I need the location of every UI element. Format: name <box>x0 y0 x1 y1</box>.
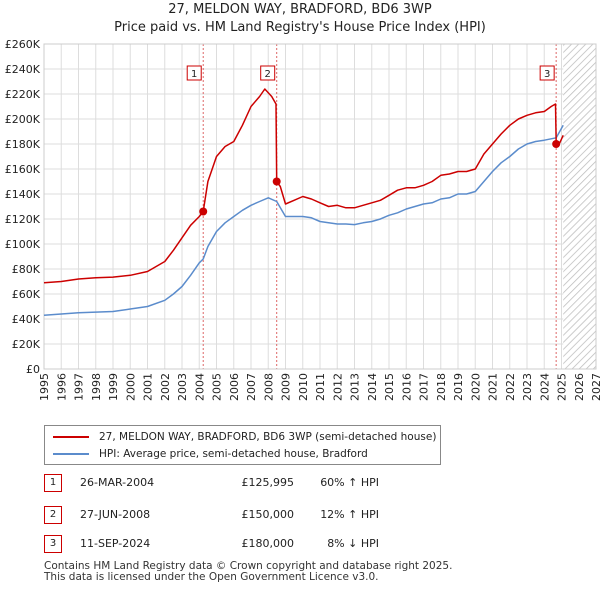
x-tick-label: 1998 <box>90 373 103 401</box>
hpi-series-line <box>43 124 564 317</box>
x-tick-label: 2018 <box>435 373 448 401</box>
y-tick-label: £20K <box>12 338 41 351</box>
sale-point <box>199 207 208 216</box>
x-tick-label: 2024 <box>538 373 551 401</box>
x-tick-label: 2017 <box>418 373 431 401</box>
sale-point <box>552 140 561 148</box>
legend: 27, MELDON WAY, BRADFORD, BD6 3WP (semi-… <box>44 425 441 465</box>
footer: Contains HM Land Registry data © Crown c… <box>44 561 452 583</box>
sale-date: 11-SEP-2024 <box>80 537 151 550</box>
x-tick-label: 2022 <box>504 373 517 401</box>
x-tick-label: 1996 <box>55 373 68 401</box>
x-tick-label: 2026 <box>573 373 586 401</box>
x-tick-label: 2012 <box>331 373 344 401</box>
sale-price: £180,000 <box>241 537 295 550</box>
y-tick-label: £60K <box>12 288 41 301</box>
x-tick-label: 2019 <box>452 373 465 401</box>
x-tick-label: 2016 <box>400 373 413 401</box>
legend-swatch-hpi <box>53 453 89 455</box>
y-tick-label: £120K <box>5 213 41 226</box>
x-tick-label: 2005 <box>211 373 224 401</box>
sale-price: £150,000 <box>241 508 295 521</box>
plot-frame <box>43 43 597 370</box>
legend-item-hpi: HPI: Average price, semi-detached house,… <box>53 446 368 462</box>
x-tick-label: 2011 <box>314 373 327 401</box>
footer-copyright: Contains HM Land Registry data © Crown c… <box>44 560 453 572</box>
y-tick-label: £40K <box>12 313 41 326</box>
sale-date: 26-MAR-2004 <box>80 476 155 489</box>
sale-number-badge: 1 <box>44 474 62 492</box>
x-tick-label: 2013 <box>349 373 362 401</box>
sale-hpi-change: 60% ↑ HPI <box>320 476 379 489</box>
x-tick-label: 2004 <box>193 373 206 401</box>
sale-label-box <box>539 65 555 81</box>
chart-subtitle: Price paid vs. HM Land Registry's House … <box>114 20 486 35</box>
y-tick-label: £80K <box>12 263 41 276</box>
y-tick-label: £140K <box>5 188 41 201</box>
sale-point <box>272 177 281 186</box>
chart-title: 27, MELDON WAY, BRADFORD, BD6 3WP <box>168 2 432 17</box>
forecast-hatch-area <box>563 44 596 369</box>
y-tick-label: £160K <box>5 163 41 176</box>
x-tick-label: 2009 <box>280 373 293 401</box>
legend-swatch-property <box>53 436 89 438</box>
sale-number-badge: 3 <box>44 535 62 553</box>
legend-item-property: 27, MELDON WAY, BRADFORD, BD6 3WP (semi-… <box>53 429 436 445</box>
y-tick-label: £240K <box>5 63 41 76</box>
y-tick-label: £180K <box>5 138 41 151</box>
x-tick-label: 2014 <box>366 373 379 401</box>
sale-hpi-change: 12% ↑ HPI <box>320 508 379 521</box>
x-tick-label: 2007 <box>245 373 258 401</box>
x-tick-label: 2003 <box>176 373 189 401</box>
x-tick-label: 2021 <box>487 373 500 401</box>
y-tick-label: £0 <box>26 363 40 376</box>
legend-label-hpi: HPI: Average price, semi-detached house,… <box>99 448 368 460</box>
sale-label-number: 1 <box>191 69 197 80</box>
x-tick-label: 1997 <box>73 373 86 401</box>
sale-hpi-change: 8% ↓ HPI <box>327 537 379 550</box>
sale-date: 27-JUN-2008 <box>80 508 151 521</box>
x-tick-label: 2023 <box>521 373 534 401</box>
x-tick-label: 2006 <box>228 373 241 401</box>
x-tick-label: 2001 <box>142 373 155 401</box>
x-tick-label: 2027 <box>590 373 600 401</box>
property-series-line <box>43 88 564 284</box>
y-tick-label: £260K <box>5 38 41 51</box>
sale-label-number: 3 <box>544 69 550 80</box>
x-tick-label: 1995 <box>38 373 51 401</box>
sale-label-box <box>260 65 276 81</box>
sale-label-box <box>186 65 202 81</box>
footer-license: This data is licensed under the Open Gov… <box>44 571 379 583</box>
x-tick-label: 2020 <box>469 373 482 401</box>
y-tick-label: £220K <box>5 88 41 101</box>
x-tick-label: 2002 <box>159 373 172 401</box>
x-tick-label: 2025 <box>556 373 569 401</box>
x-tick-label: 2000 <box>124 373 137 401</box>
price-chart: 1 2 3 £0 £20K £40K £60K £80K £100K £120K £140K £160… <box>5 38 600 401</box>
sale-label-number: 2 <box>265 69 271 80</box>
x-tick-label: 2008 <box>262 373 275 401</box>
y-tick-label: £100K <box>5 238 41 251</box>
x-tick-label: 2010 <box>297 373 310 401</box>
sale-price: £125,995 <box>241 476 295 489</box>
x-tick-label: 1999 <box>107 373 120 401</box>
y-tick-label: £200K <box>5 113 41 126</box>
sale-number-badge: 2 <box>44 506 62 524</box>
x-tick-label: 2015 <box>383 373 396 401</box>
legend-label-property: 27, MELDON WAY, BRADFORD, BD6 3WP (semi-… <box>99 431 437 443</box>
